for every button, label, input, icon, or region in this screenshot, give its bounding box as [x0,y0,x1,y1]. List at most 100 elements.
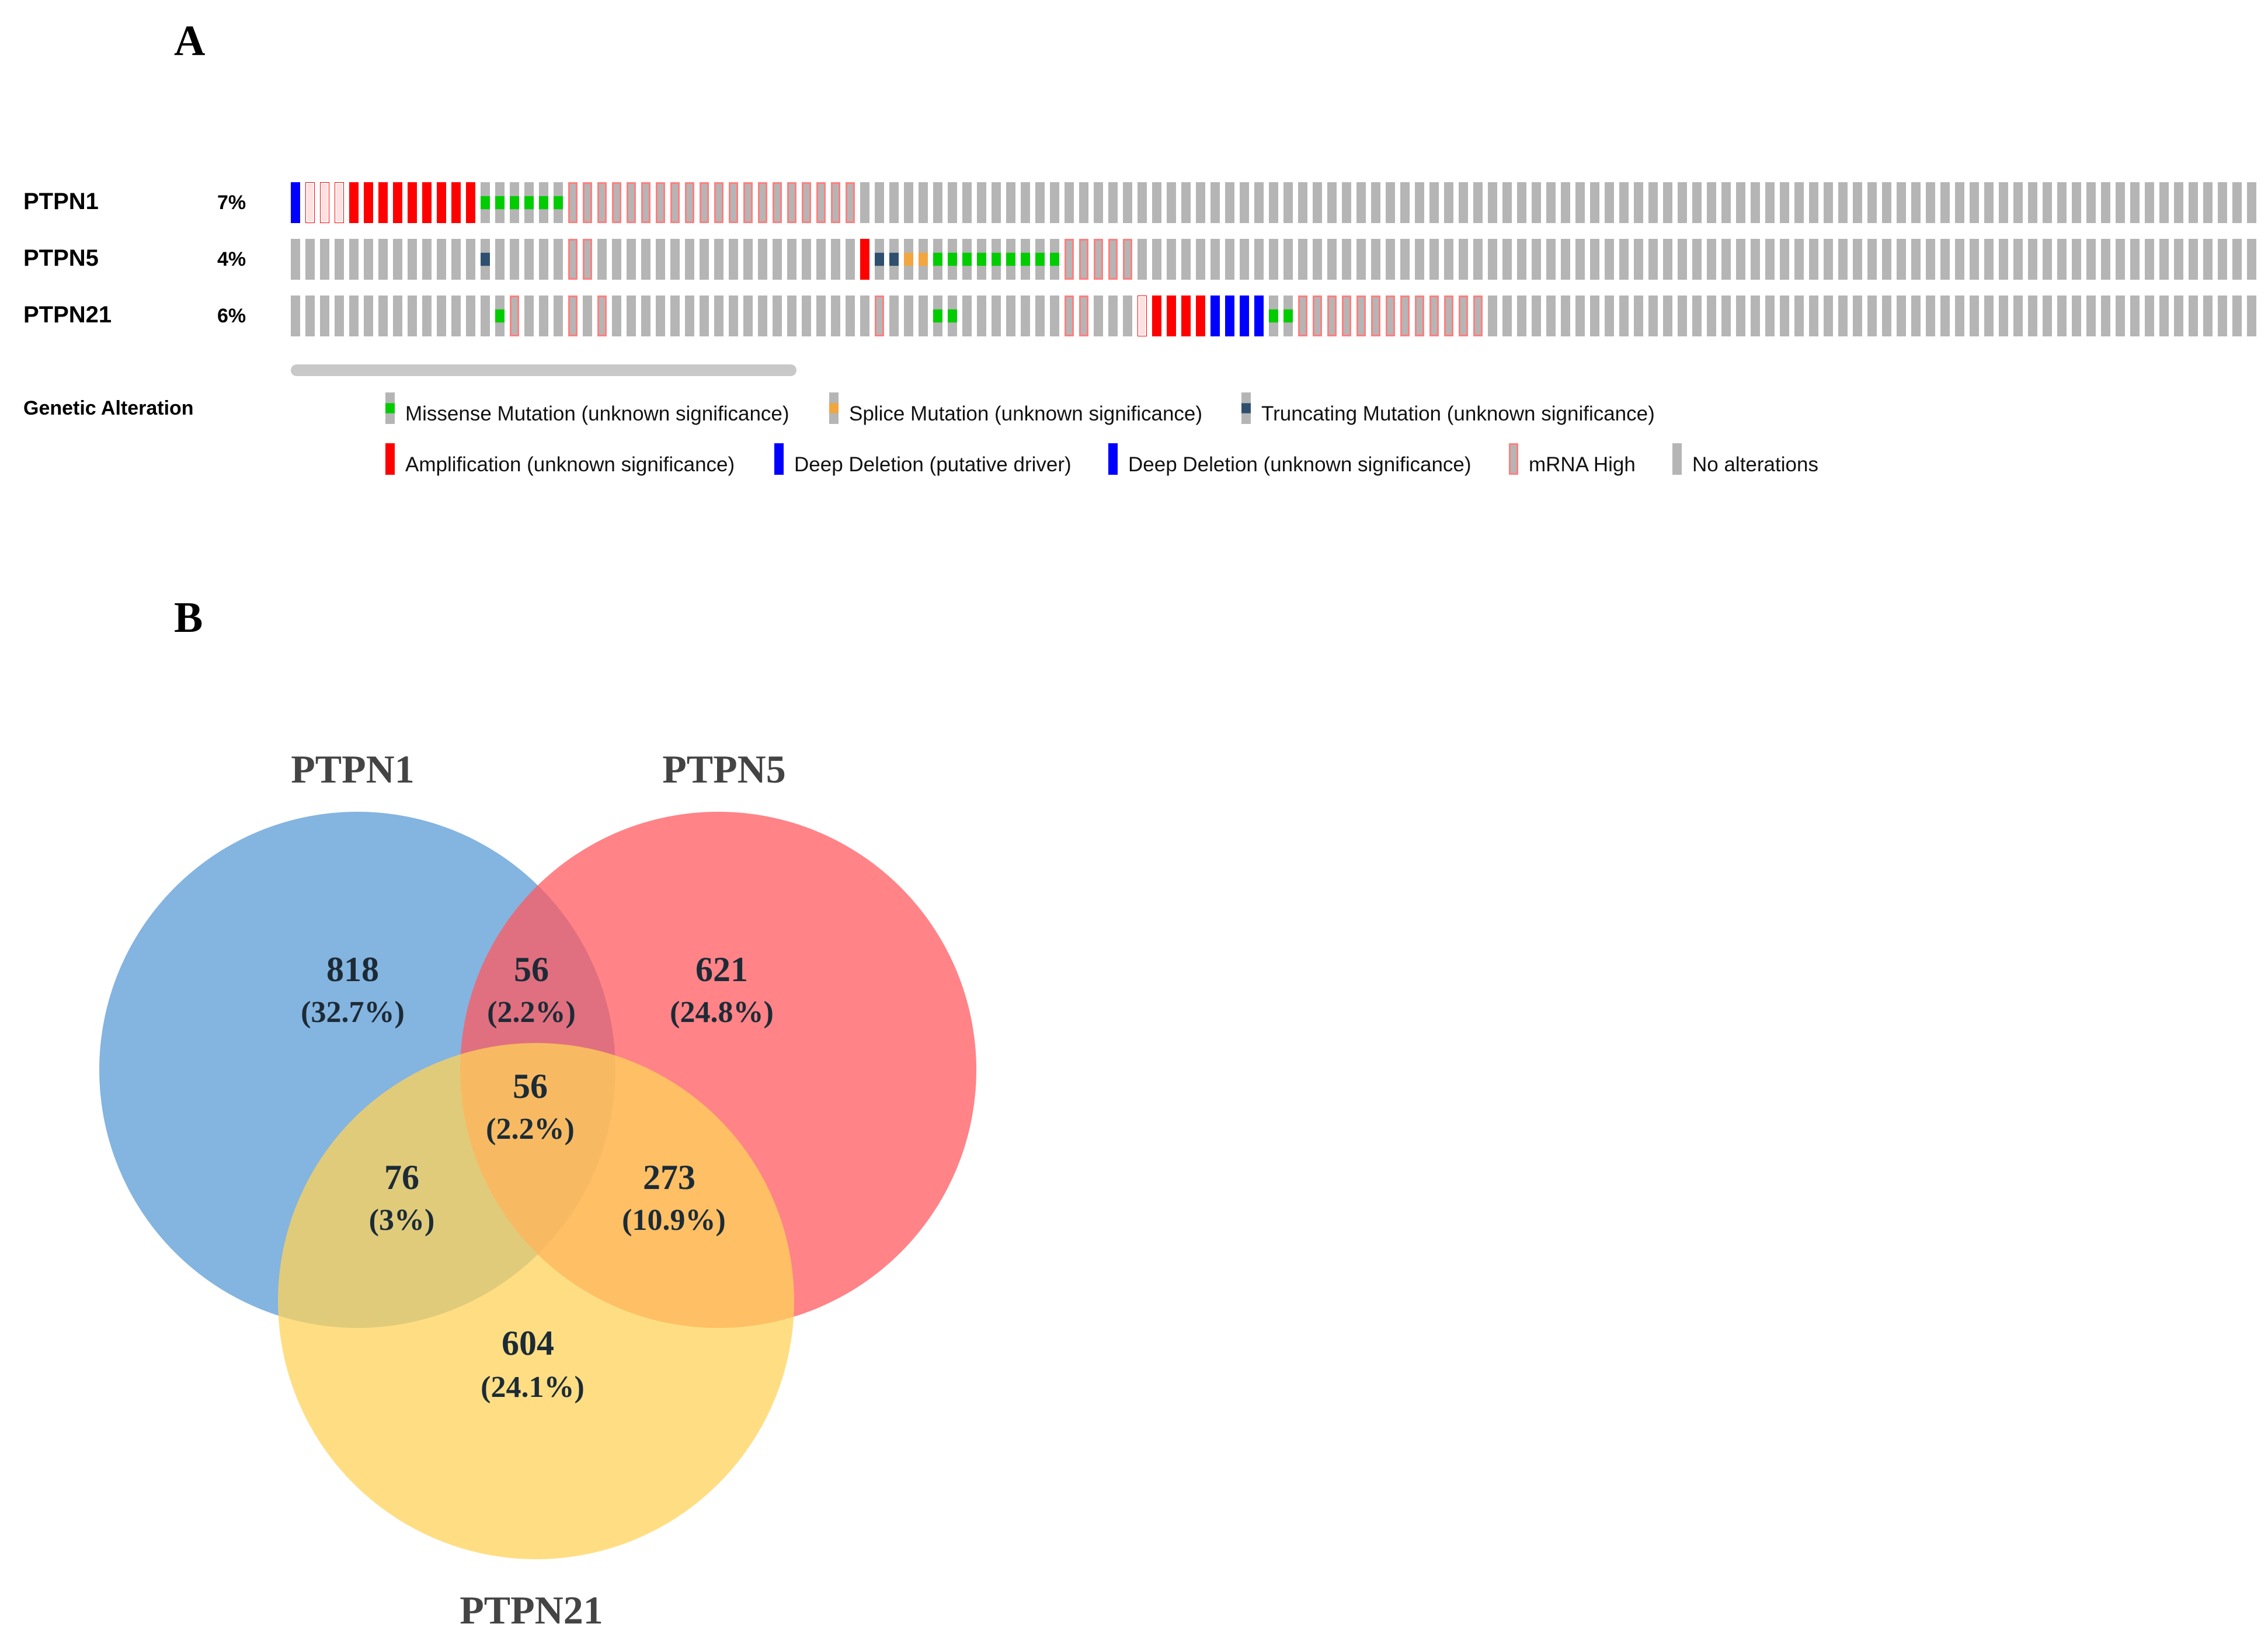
oncoprint-cell[interactable] [1911,239,1921,280]
oncoprint-cell[interactable] [846,239,855,280]
oncoprint-cell[interactable] [1926,295,1935,336]
oncoprint-cell[interactable] [320,239,329,280]
oncoprint-cell[interactable] [1050,295,1059,336]
oncoprint-cell[interactable] [1254,182,1264,223]
oncoprint-cell[interactable] [1108,295,1118,336]
oncoprint-cell[interactable] [554,182,563,223]
oncoprint-cell[interactable] [992,295,1001,336]
oncoprint-cell[interactable] [1356,239,1366,280]
oncoprint-cell[interactable] [1225,182,1234,223]
oncoprint-cell[interactable] [1824,295,1833,336]
oncoprint-cell[interactable] [378,239,388,280]
oncoprint-cell[interactable] [919,295,928,336]
oncoprint-cell[interactable] [1736,239,1745,280]
oncoprint-cell[interactable] [1721,295,1731,336]
oncoprint-cell[interactable] [1926,239,1935,280]
oncoprint-cell[interactable] [773,295,782,336]
oncoprint-cell[interactable] [612,239,621,280]
oncoprint-cell[interactable] [1897,182,1906,223]
oncoprint-cell[interactable] [1838,239,1848,280]
oncoprint-cell[interactable] [1838,295,1848,336]
oncoprint-cell[interactable] [2101,295,2110,336]
oncoprint-cell[interactable] [919,182,928,223]
oncoprint-cell[interactable] [2043,182,2052,223]
oncoprint-cell[interactable] [1765,239,1775,280]
oncoprint-cell[interactable] [2013,182,2023,223]
oncoprint-cell[interactable] [743,295,753,336]
oncoprint-cell[interactable] [977,295,986,336]
legend-swatch[interactable] [385,392,395,424]
oncoprint-cell[interactable] [816,182,826,223]
oncoprint-cell[interactable] [1561,295,1570,336]
oncoprint-cell[interactable] [1327,239,1337,280]
oncoprint-cell[interactable] [1940,182,1950,223]
oncoprint-cell[interactable] [1721,182,1731,223]
oncoprint-cell[interactable] [1648,295,1658,336]
oncoprint-cell[interactable] [802,239,811,280]
oncoprint-cell[interactable] [1561,182,1570,223]
oncoprint-cell[interactable] [1517,239,1526,280]
oncoprint-cell[interactable] [1634,239,1643,280]
oncoprint-cell[interactable] [2232,239,2242,280]
oncoprint-cell[interactable] [802,295,811,336]
oncoprint-cell[interactable] [1313,295,1322,336]
oncoprint-cell[interactable] [2116,239,2125,280]
oncoprint-cell[interactable] [1298,182,1307,223]
oncoprint-cell[interactable] [349,295,359,336]
oncoprint-cell[interactable] [2189,239,2198,280]
oncoprint-cell[interactable] [1006,239,1015,280]
oncoprint-cell[interactable] [758,239,767,280]
oncoprint-cell[interactable] [1356,295,1366,336]
oncoprint-cell[interactable] [627,239,636,280]
oncoprint-cell[interactable] [2043,239,2052,280]
oncoprint-cell[interactable] [2072,295,2081,336]
oncoprint-cell[interactable] [948,295,957,336]
oncoprint-cell[interactable] [919,239,928,280]
oncoprint-cell[interactable] [1999,295,2008,336]
oncoprint-cell[interactable] [1678,182,1687,223]
oncoprint-cell[interactable] [1809,239,1818,280]
oncoprint-cell[interactable] [437,182,446,223]
oncoprint-cell[interactable] [481,239,490,280]
oncoprint-cell[interactable] [670,239,680,280]
oncoprint-cell[interactable] [1269,182,1278,223]
oncoprint-cell[interactable] [1386,182,1395,223]
oncoprint-cell[interactable] [1940,239,1950,280]
oncoprint-cell[interactable] [2247,182,2256,223]
oncoprint-cell[interactable] [641,239,651,280]
oncoprint-cell[interactable] [597,182,607,223]
oncoprint-cell[interactable] [2130,182,2140,223]
oncoprint-cell[interactable] [2086,239,2096,280]
oncoprint-cell[interactable] [1765,182,1775,223]
oncoprint-cell[interactable] [1546,295,1556,336]
oncoprint-cell[interactable] [451,182,461,223]
oncoprint-cell[interactable] [1488,295,1497,336]
oncoprint-cell[interactable] [539,239,548,280]
oncoprint-cell[interactable] [846,295,855,336]
oncoprint-cell[interactable] [2057,295,2067,336]
oncoprint-cell[interactable] [904,182,913,223]
oncoprint-cell[interactable] [2203,239,2213,280]
oncoprint-cell[interactable] [1386,295,1395,336]
oncoprint-cell[interactable] [349,239,359,280]
oncoprint-cell[interactable] [656,239,665,280]
oncoprint-cell[interactable] [597,295,607,336]
oncoprint-cell[interactable] [758,182,767,223]
oncoprint-cell[interactable] [1327,295,1337,336]
oncoprint-cell[interactable] [977,239,986,280]
oncoprint-cell[interactable] [1634,182,1643,223]
oncoprint-cell[interactable] [1663,239,1672,280]
oncoprint-cell[interactable] [364,295,373,336]
oncoprint-cell[interactable] [1444,182,1453,223]
oncoprint-cell[interactable] [1619,239,1629,280]
oncoprint-cell[interactable] [2101,239,2110,280]
oncoprint-cell[interactable] [802,182,811,223]
oncoprint-cell[interactable] [1386,239,1395,280]
oncoprint-cell[interactable] [1824,239,1833,280]
oncoprint-cell[interactable] [962,182,972,223]
oncoprint-cell[interactable] [408,239,417,280]
oncoprint-cell[interactable] [1123,239,1132,280]
oncoprint-cell[interactable] [1532,295,1541,336]
oncoprint-cell[interactable] [1006,295,1015,336]
oncoprint-cell[interactable] [1517,182,1526,223]
